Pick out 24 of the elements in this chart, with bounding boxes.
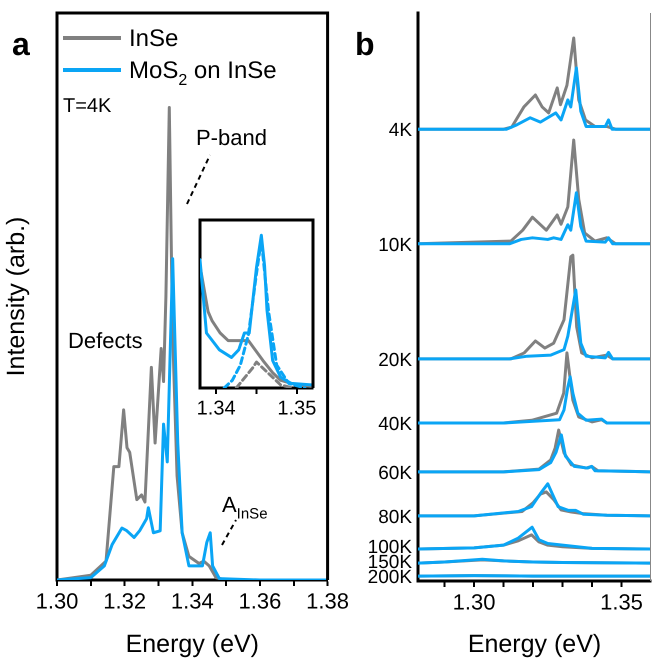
x-tick-label: 1.34 <box>170 588 214 614</box>
annotation: T=4K <box>63 95 112 117</box>
x-axis-title: Energy (eV) <box>468 630 602 658</box>
x-tick-label: 1.30 <box>36 588 78 614</box>
x-tick-label: 1.36 <box>238 588 282 614</box>
text: b <box>355 26 375 62</box>
x-tick-label: 1.32 <box>103 588 146 614</box>
text: 10K <box>378 234 412 256</box>
text: 4K <box>388 120 412 142</box>
x-tick-label: 1.30 <box>452 589 496 614</box>
x-tick-label: 1.34 <box>196 398 236 420</box>
x-tick-label: 1.35 <box>600 589 643 614</box>
text: 20K <box>378 350 412 371</box>
x-axis-title: Energy (eV) <box>126 630 259 658</box>
x-tick-label: 1.35 <box>277 398 316 420</box>
text: a <box>12 26 30 62</box>
annotation: Defects <box>68 328 143 353</box>
x-tick-label: 1.38 <box>306 588 350 614</box>
text: 40K <box>378 414 412 435</box>
text: 60K <box>378 462 412 484</box>
y-axis-title: Intensity (arb.) <box>2 216 30 376</box>
legend-label: InSe <box>129 25 178 52</box>
text: 80K <box>378 506 412 528</box>
annotation: P-band <box>196 125 267 150</box>
